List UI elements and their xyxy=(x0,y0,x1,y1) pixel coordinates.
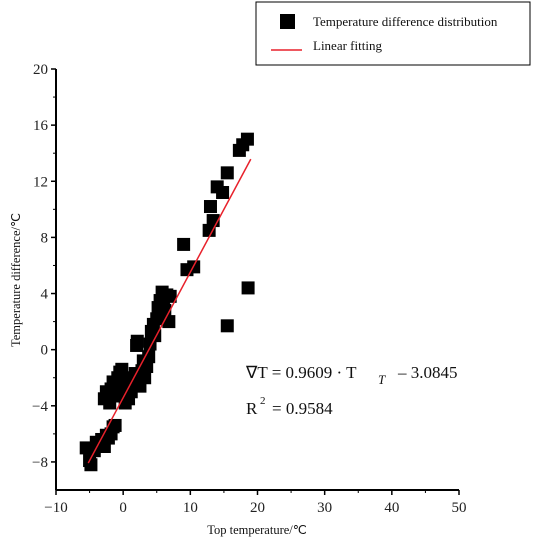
equation-subscript: T xyxy=(378,372,386,387)
y-tick-label: 20 xyxy=(33,62,48,78)
legend-box xyxy=(255,1,531,66)
data-point xyxy=(216,185,230,199)
data-point xyxy=(220,319,234,333)
legend-label-fit: Linear fitting xyxy=(313,38,382,53)
y-tick-label: 16 xyxy=(33,118,49,134)
x-tick-label: 10 xyxy=(183,500,198,516)
x-axis-title: Top temperature/℃ xyxy=(207,523,307,537)
r2-label: R xyxy=(246,399,258,418)
x-tick-label: 20 xyxy=(250,500,265,516)
y-tick-label: 0 xyxy=(41,343,49,359)
y-tick-label: 12 xyxy=(33,174,48,190)
data-point xyxy=(115,362,129,376)
r2-exponent: 2 xyxy=(260,395,266,407)
fit-line xyxy=(87,158,252,464)
x-tick-label: 50 xyxy=(452,500,467,516)
data-point xyxy=(220,166,234,180)
legend-label-distribution: Temperature difference distribution xyxy=(313,14,498,29)
data-point xyxy=(84,458,98,472)
x-tick-label: 30 xyxy=(317,500,332,516)
data-points xyxy=(79,132,255,472)
data-point xyxy=(203,200,217,214)
legend-marker-square xyxy=(280,14,295,29)
fit-line-group xyxy=(87,158,252,464)
x-tick-label: 40 xyxy=(384,500,399,516)
y-tick-label: 8 xyxy=(41,230,49,246)
y-tick-label: 4 xyxy=(41,287,49,303)
equation-main: ∇T = 0.9609 · T xyxy=(245,363,357,382)
data-point xyxy=(140,360,154,374)
legend: Temperature difference distribution Line… xyxy=(255,1,531,66)
y-tick-label: −4 xyxy=(32,399,48,415)
y-axis-title: Temperature difference/℃ xyxy=(9,213,23,347)
data-point xyxy=(108,418,122,432)
x-tick-label: 0 xyxy=(119,500,127,516)
y-tick-label: −8 xyxy=(32,455,48,471)
data-point xyxy=(241,281,255,295)
data-point xyxy=(142,350,156,364)
data-point xyxy=(202,223,216,237)
data-point xyxy=(130,334,144,348)
r2-value: = 0.9584 xyxy=(272,399,333,418)
data-point xyxy=(163,289,177,303)
data-point xyxy=(177,237,191,251)
data-point xyxy=(240,132,254,146)
x-ticks: −10 0 10 20 30 40 50 xyxy=(44,490,467,516)
equation-annotation: ∇T = 0.9609 · T T – 3.0845 R 2 = 0.9584 xyxy=(245,363,458,418)
equation-tail: – 3.0845 xyxy=(397,363,458,382)
y-ticks: −8 −4 0 4 8 12 16 20 xyxy=(32,62,56,471)
x-tick-label: −10 xyxy=(44,500,67,516)
data-point xyxy=(138,371,152,385)
